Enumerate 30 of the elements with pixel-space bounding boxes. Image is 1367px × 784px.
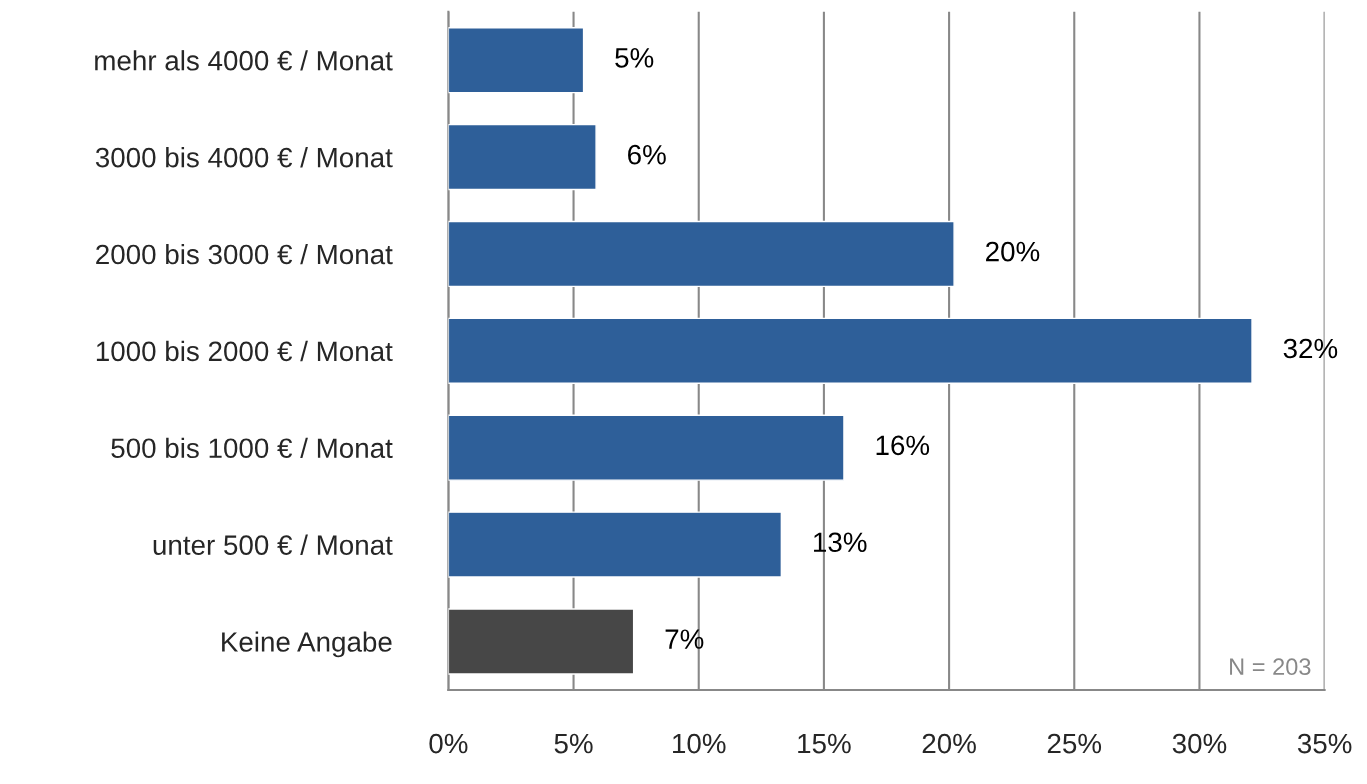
- y-tick-label: mehr als 4000 € / Monat: [95, 50, 393, 71]
- y-tick-label: 500 bis 1000 € / Monat: [111, 437, 393, 459]
- bar: [448, 511, 783, 578]
- data-label: 5%: [615, 48, 654, 68]
- data-label: 13%: [814, 532, 867, 553]
- x-tick-label: 0%: [429, 733, 468, 754]
- data-label: 6%: [628, 144, 666, 165]
- x-tick-label: 25%: [1047, 733, 1102, 754]
- x-tick-label: 10%: [673, 733, 726, 754]
- x-tick-label: 15%: [798, 733, 851, 754]
- bar: [448, 414, 845, 481]
- data-label: 7%: [665, 629, 704, 649]
- annotation: N = 203: [1230, 658, 1311, 676]
- y-tick-label: Keine Angabe: [222, 631, 392, 658]
- x-tick-label: 20%: [922, 733, 976, 754]
- bar: [448, 608, 635, 675]
- bar: [448, 220, 955, 288]
- bar: [448, 123, 597, 191]
- bar: [448, 317, 1253, 384]
- bar: [448, 27, 585, 94]
- y-tick-label: 2000 bis 3000 € / Monat: [96, 243, 393, 265]
- y-tick-label: unter 500 € / Monat: [153, 534, 393, 555]
- y-tick-label: 1000 bis 2000 € / Monat: [96, 340, 393, 362]
- data-label: 16%: [876, 435, 930, 456]
- x-tick-label: 5%: [554, 733, 593, 754]
- data-label: 20%: [986, 241, 1040, 262]
- y-tick-label: 3000 bis 4000 € / Monat: [95, 147, 393, 168]
- data-label: 32%: [1283, 338, 1338, 359]
- x-tick-label: 30%: [1172, 733, 1227, 754]
- x-tick-label: 35%: [1297, 733, 1352, 754]
